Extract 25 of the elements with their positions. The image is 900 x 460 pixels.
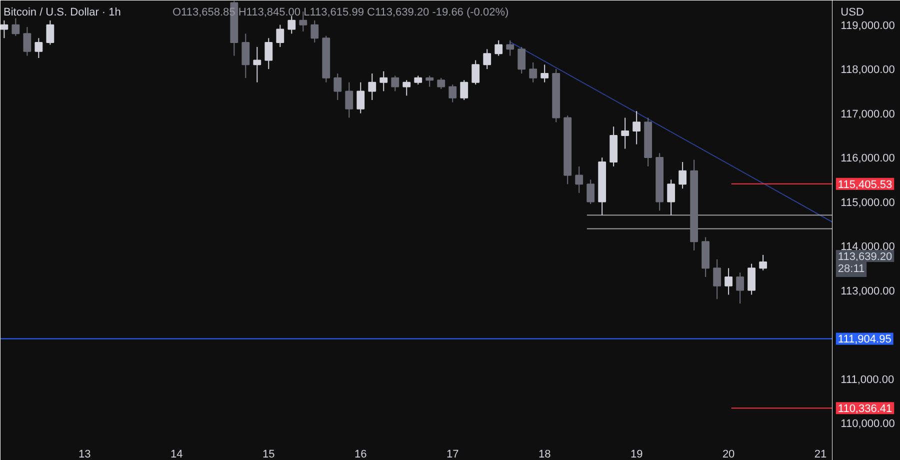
x-tick-label: 17 — [446, 448, 459, 460]
x-tick-label: 14 — [170, 448, 183, 460]
chart-title: Bitcoin / U.S. Dollar · 1h — [4, 6, 121, 18]
x-tick-label: 20 — [722, 448, 735, 460]
data-label: 110,336.41 — [838, 403, 892, 416]
ref-line-label: 111,904.95 — [838, 334, 892, 346]
x-tick-label: 19 — [630, 448, 643, 460]
y-tick-label: 119,000.00 — [840, 20, 895, 32]
x-tick-label: 18 — [538, 448, 551, 460]
y-tick-label: 116,000.00 — [840, 152, 895, 165]
data-label: 115,405.53 — [838, 178, 892, 191]
y-tick-label: 118,000.00 — [840, 64, 895, 76]
y-axis-title: USD — [840, 6, 864, 18]
text: 28:11 — [838, 263, 865, 276]
y-tick-label: 117,000.00 — [840, 108, 895, 120]
y-tick-label: 113,000.00 — [840, 285, 895, 298]
y-tick-label: 110,000.00 — [840, 418, 895, 430]
x-tick-label: 15 — [262, 448, 275, 460]
x-tick-label: 21 — [814, 448, 827, 460]
y-tick-label: 114,000.00 — [840, 241, 895, 254]
y-tick-label: 115,000.00 — [840, 196, 895, 209]
y-tick-label: 111,000.00 — [840, 374, 894, 386]
text: 113,639.20 — [838, 251, 892, 264]
x-tick-label: 13 — [78, 448, 91, 460]
x-tick-label: 16 — [354, 448, 367, 460]
